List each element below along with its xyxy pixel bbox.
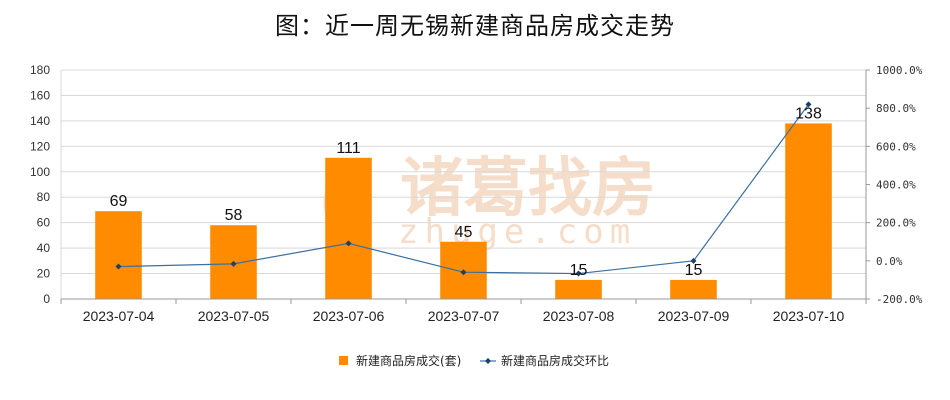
y-right-tick-label: 1000.0% [876, 64, 923, 77]
y-right-tick-label: 600.0% [876, 140, 916, 153]
watermark-en-text: zhuge.com [398, 212, 636, 252]
x-tick-label: 2023-07-06 [313, 308, 385, 324]
y-left-tick-label: 140 [30, 114, 50, 128]
y-left-tick-label: 160 [30, 88, 50, 102]
line-point [575, 270, 582, 277]
line-point [115, 263, 122, 270]
bar-data-label: 15 [685, 262, 703, 279]
line-point [230, 260, 237, 267]
bar-data-label: 58 [225, 207, 243, 224]
legend-bar-label: 新建商品房成交(套) [356, 353, 461, 368]
bar [555, 279, 602, 299]
x-tick-label: 2023-07-04 [83, 308, 155, 324]
y-right-tick-label: 800.0% [876, 102, 916, 115]
bar [670, 279, 717, 299]
line-point [690, 257, 697, 264]
bar-data-label: 15 [570, 262, 588, 279]
line-point [345, 240, 352, 247]
x-tick-label: 2023-07-09 [658, 308, 730, 324]
y-left-tick-label: 120 [30, 139, 50, 153]
bar-data-label: 69 [110, 193, 128, 210]
y-right-tick-label: 400.0% [876, 179, 916, 192]
y-left-tick-label: 40 [37, 241, 51, 255]
x-tick-label: 2023-07-07 [428, 308, 500, 324]
x-tick-label: 2023-07-05 [198, 308, 270, 324]
line-point [460, 269, 467, 276]
line-point [805, 101, 812, 108]
x-tick-label: 2023-07-08 [543, 308, 615, 324]
y-right-tick-label: -200.0% [876, 293, 923, 306]
y-left-tick-label: 100 [30, 165, 50, 179]
y-left-tick-label: 0 [43, 292, 50, 306]
legend-line-label: 新建商品房成交环比 [501, 353, 609, 368]
chart-title: 图：近一周无锡新建商品房成交走势 [275, 12, 675, 40]
watermark-cn-text: 诸葛找房 [400, 152, 656, 226]
bar-data-label: 45 [455, 224, 473, 241]
y-right-tick-label: 0.0% [876, 255, 903, 268]
bar [95, 211, 142, 299]
legend: 新建商品房成交(套) 新建商品房成交环比 [339, 353, 609, 368]
bar [325, 157, 372, 299]
legend-bar-swatch [339, 356, 348, 365]
legend-line-marker [485, 358, 491, 364]
watermark-logo: 诸葛找房 zhuge.com [323, 152, 656, 252]
y-left-tick-label: 180 [30, 63, 50, 77]
bar-data-label: 138 [795, 105, 822, 122]
y-left-tick-label: 80 [37, 190, 51, 204]
y-left-tick-label: 60 [37, 216, 51, 230]
y-right-tick-label: 200.0% [876, 217, 916, 230]
x-tick-label: 2023-07-10 [773, 308, 845, 324]
y-left-tick-label: 20 [37, 267, 51, 281]
bar-data-label: 111 [336, 140, 360, 157]
bar [785, 123, 832, 299]
